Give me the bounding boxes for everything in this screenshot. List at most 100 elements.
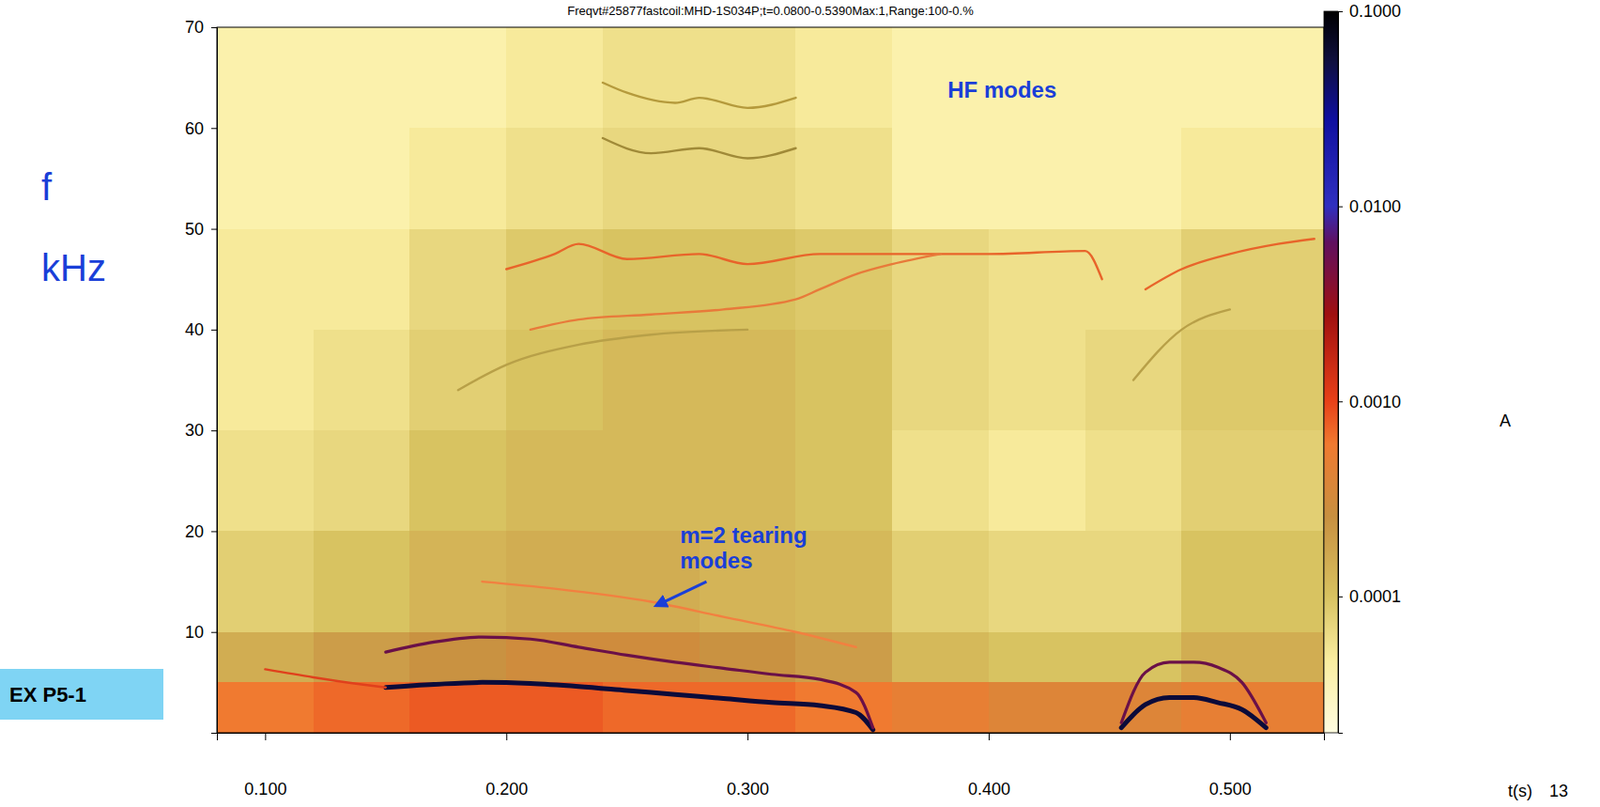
- heatmap-cell: [1085, 229, 1183, 330]
- heatmap-cell: [1277, 681, 1324, 733]
- tick-mark: [211, 430, 217, 431]
- plot-background: [216, 27, 1324, 733]
- heatmap-cell: [1181, 27, 1278, 128]
- heatmap-cell: [795, 530, 893, 631]
- heatmap-cell: [216, 430, 314, 531]
- heatmap-cell: [699, 127, 797, 229]
- heatmap-cell: [1277, 530, 1324, 631]
- heatmap-cell: [506, 530, 603, 631]
- annotation: modes: [679, 547, 753, 573]
- x-axis-title: t(s): [1507, 781, 1533, 800]
- heatmap-cell: [409, 329, 507, 431]
- heatmap: [216, 27, 1324, 733]
- tick-mark: [211, 530, 217, 532]
- tick: 0.200: [485, 732, 528, 799]
- heatmap-cell: [1085, 127, 1183, 229]
- tick-mark: [264, 732, 266, 740]
- footer-box: [0, 668, 164, 720]
- plot-area: [216, 27, 1324, 733]
- heatmap-cell: [313, 530, 411, 631]
- heatmap-cell: [795, 329, 893, 431]
- tick: 0.0001: [1338, 586, 1401, 606]
- heatmap-cell: [506, 127, 603, 229]
- heatmap-cell: [602, 27, 700, 128]
- tick: 0.0100: [1338, 197, 1401, 216]
- heatmap-cell: [1085, 27, 1183, 128]
- y-axis: 10203040506070: [184, 17, 218, 733]
- footer: EX P5-1: [9, 682, 87, 707]
- mode-line: [530, 253, 941, 329]
- tick-label: 40: [184, 320, 204, 339]
- annotations: HF modesm=2 tearingmodes: [655, 76, 1057, 606]
- colorbar-label: A: [1499, 411, 1511, 431]
- tick-mark: [1338, 596, 1343, 598]
- heatmap-cell: [313, 27, 411, 128]
- mode-line: [264, 668, 385, 687]
- x-axis: 0.100 0.200 0.300 0.400 0.500: [217, 732, 1325, 799]
- heatmap-cell: [892, 329, 989, 431]
- tick-mark: [988, 732, 990, 740]
- axis-line: [1338, 12, 1344, 734]
- heatmap-cell: [313, 430, 411, 531]
- tick-mark: [1338, 400, 1343, 402]
- heatmap-cell: [988, 229, 1086, 330]
- tick: 60: [184, 119, 217, 139]
- annotation: m=2 tearing: [679, 522, 807, 548]
- tick-label: 0.0100: [1349, 197, 1401, 216]
- tick-mark: [211, 329, 217, 331]
- heatmap-cell: [409, 681, 507, 733]
- tick-mark: [747, 732, 749, 740]
- mode-lines: [264, 82, 1314, 730]
- tick-label: 0.100: [244, 779, 287, 799]
- tick-label: 0.1000: [1349, 1, 1401, 21]
- heatmap-cell: [313, 127, 411, 229]
- heatmap-cell: [1277, 27, 1324, 128]
- heatmap-cell: [699, 681, 797, 733]
- tick: 50: [184, 219, 217, 239]
- heatmap-cell: [892, 631, 989, 683]
- heatmap-cell: [1277, 329, 1324, 431]
- heatmap-cell: [1181, 631, 1278, 683]
- tick-label: 0.300: [726, 779, 770, 799]
- tick: 0.100: [244, 732, 287, 799]
- tick-mark: [1338, 11, 1343, 13]
- tick-label: 0.0010: [1349, 392, 1401, 412]
- heatmap-cell: [1181, 329, 1278, 431]
- heatmap-cell: [313, 229, 411, 330]
- heatmap-cell: [216, 27, 314, 128]
- heatmap-cell: [699, 27, 797, 128]
- heatmap-cell: [795, 127, 893, 229]
- heatmap-cell: [506, 329, 603, 431]
- heatmap-cell: [988, 329, 1086, 431]
- heatmap-cell: [1085, 530, 1183, 631]
- tick-label: 70: [184, 17, 204, 37]
- colorbar-axis: 0.1000 0.0100 0.0010 0.0001: [1338, 1, 1401, 733]
- heatmap-cell: [409, 229, 507, 330]
- y-axis-title: kHz: [41, 246, 107, 289]
- tick-mark: [1230, 732, 1231, 740]
- heatmap-cell: [216, 127, 314, 229]
- tick-label: 50: [184, 219, 204, 239]
- tick-mark: [211, 127, 217, 129]
- mode-line: [602, 82, 796, 108]
- heatmap-cell: [892, 430, 989, 531]
- tick-mark: [506, 732, 508, 740]
- tick-label: 0.0001: [1349, 586, 1401, 606]
- heatmap-cell: [988, 430, 1086, 531]
- heatmap-cell: [795, 430, 893, 531]
- heatmap-cell: [602, 430, 700, 531]
- tick-label: 0.400: [968, 779, 1011, 799]
- tick: 0.500: [1209, 732, 1252, 799]
- annotation-arrow: [655, 581, 707, 606]
- y-axis-title: f: [41, 166, 53, 208]
- heatmap-cell: [988, 530, 1086, 631]
- heatmap-cell: [216, 530, 314, 631]
- heatmap-cell: [1277, 631, 1324, 683]
- tick: 30: [184, 420, 217, 440]
- heatmap-cell: [216, 229, 314, 330]
- heatmap-cell: [892, 229, 989, 330]
- tick: 0.1000: [1338, 1, 1401, 21]
- heatmap-cell: [1181, 127, 1278, 229]
- heatmap-cell: [1181, 229, 1278, 330]
- heatmap-cell: [892, 681, 989, 733]
